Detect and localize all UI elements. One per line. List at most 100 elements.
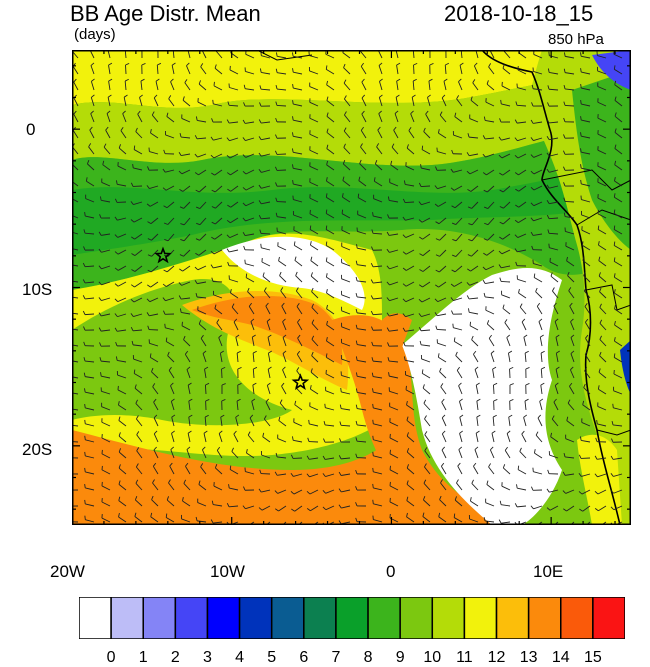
wind-barb-flag — [530, 119, 534, 124]
wind-barb-flag — [459, 430, 464, 434]
wind-barb-flag — [185, 462, 189, 467]
wind-barbs — [72, 50, 623, 525]
wind-barb-flag — [326, 337, 328, 342]
wind-barb — [181, 297, 191, 300]
wind-barb-flag — [372, 403, 374, 408]
wind-barb — [533, 277, 543, 283]
wind-barb-flag — [355, 502, 358, 507]
wind-barb — [517, 469, 527, 475]
wind-barb-flag — [378, 62, 383, 66]
wind-barb — [213, 265, 223, 269]
wind-barb-flag — [140, 78, 145, 82]
wind-barb — [245, 153, 255, 158]
wind-barb — [485, 153, 495, 158]
wind-barb-flag — [370, 279, 374, 284]
wind-barb-flag — [499, 221, 504, 225]
wind-barb-flag — [292, 68, 294, 73]
wind-barb — [487, 201, 495, 209]
wind-barb — [597, 133, 607, 139]
wind-barb-flag — [292, 100, 294, 105]
wind-barb-flag — [456, 479, 459, 484]
wind-barb — [84, 313, 95, 316]
wind-barb — [156, 64, 159, 75]
wind-barb — [614, 180, 623, 187]
wind-barb-flag — [82, 262, 86, 267]
wind-barb — [252, 368, 255, 379]
wind-barb-flag — [486, 320, 490, 325]
wind-barb — [455, 249, 463, 257]
wind-barb — [389, 233, 399, 236]
wind-barb — [199, 217, 207, 225]
wind-barb — [294, 404, 303, 411]
wind-barb-flag — [614, 160, 617, 165]
wind-barb — [357, 296, 367, 299]
wind-barb-flag — [203, 430, 208, 434]
wind-barb — [581, 489, 591, 495]
wind-barb-flag — [194, 266, 199, 271]
wind-barb-flag — [118, 512, 120, 518]
wind-barb-flag — [579, 52, 582, 57]
wind-barb-flag — [135, 399, 138, 404]
wind-barb-flag — [393, 126, 397, 131]
wind-barb-flag — [147, 238, 152, 241]
wind-barb-flag — [297, 318, 301, 323]
wind-barb — [85, 297, 95, 300]
wind-barb — [613, 457, 623, 460]
wind-barb — [521, 433, 527, 443]
wind-barb — [372, 232, 383, 235]
wind-barb-flag — [262, 272, 265, 277]
wind-barb — [182, 265, 191, 272]
wind-barb — [101, 265, 111, 270]
wind-barb — [213, 521, 223, 524]
wind-barb-flag — [486, 80, 489, 85]
wind-barb-flag — [114, 327, 118, 332]
wind-barb-flag — [107, 94, 112, 98]
wind-barb-flag — [258, 184, 262, 189]
wind-barb-flag — [553, 398, 557, 403]
wind-barb — [309, 229, 319, 235]
wind-barb-flag — [579, 508, 583, 512]
wind-barb-flag — [504, 319, 508, 323]
wind-barb-flag — [598, 272, 601, 277]
wind-barb-flag — [483, 516, 486, 522]
wind-barb — [166, 201, 175, 209]
wind-barb — [168, 482, 175, 491]
wind-barb — [213, 137, 223, 141]
wind-barb — [356, 440, 367, 443]
wind-barb-flag — [195, 116, 198, 121]
wind-barb — [107, 97, 111, 107]
wind-barb — [358, 180, 367, 187]
wind-barb-flag — [211, 189, 216, 193]
wind-barb — [469, 311, 479, 315]
wind-barb-flag — [308, 419, 310, 424]
wind-barb-flag — [569, 382, 573, 387]
wind-barb — [233, 433, 239, 443]
wind-barb — [344, 114, 351, 123]
wind-barb — [151, 499, 159, 507]
wind-barb-flag — [188, 398, 193, 402]
wind-barb-flag — [418, 284, 423, 288]
wind-barb — [378, 97, 383, 107]
wind-barb-flag — [278, 256, 280, 262]
wind-barb-flag — [456, 366, 460, 371]
wind-barb — [489, 449, 495, 459]
wind-barb-flag — [325, 257, 328, 262]
wind-barb — [267, 337, 271, 347]
wind-barb-flag — [373, 177, 376, 182]
wind-barb — [614, 276, 623, 283]
wind-barb-flag — [226, 137, 230, 142]
wind-barb — [523, 337, 527, 347]
wind-barb — [357, 328, 367, 331]
wind-barb — [134, 249, 143, 256]
wind-barb-flag — [502, 64, 505, 69]
wind-barb-flag — [471, 479, 474, 484]
wind-barb — [150, 516, 159, 523]
wind-barb — [423, 499, 431, 507]
wind-barb — [72, 408, 79, 411]
wind-barb-flag — [211, 277, 214, 282]
wind-barb — [101, 249, 111, 253]
wind-barb-flag — [610, 473, 614, 477]
wind-barb-flag — [434, 185, 438, 189]
wind-barb-flag — [237, 383, 242, 386]
wind-barb — [581, 214, 591, 219]
